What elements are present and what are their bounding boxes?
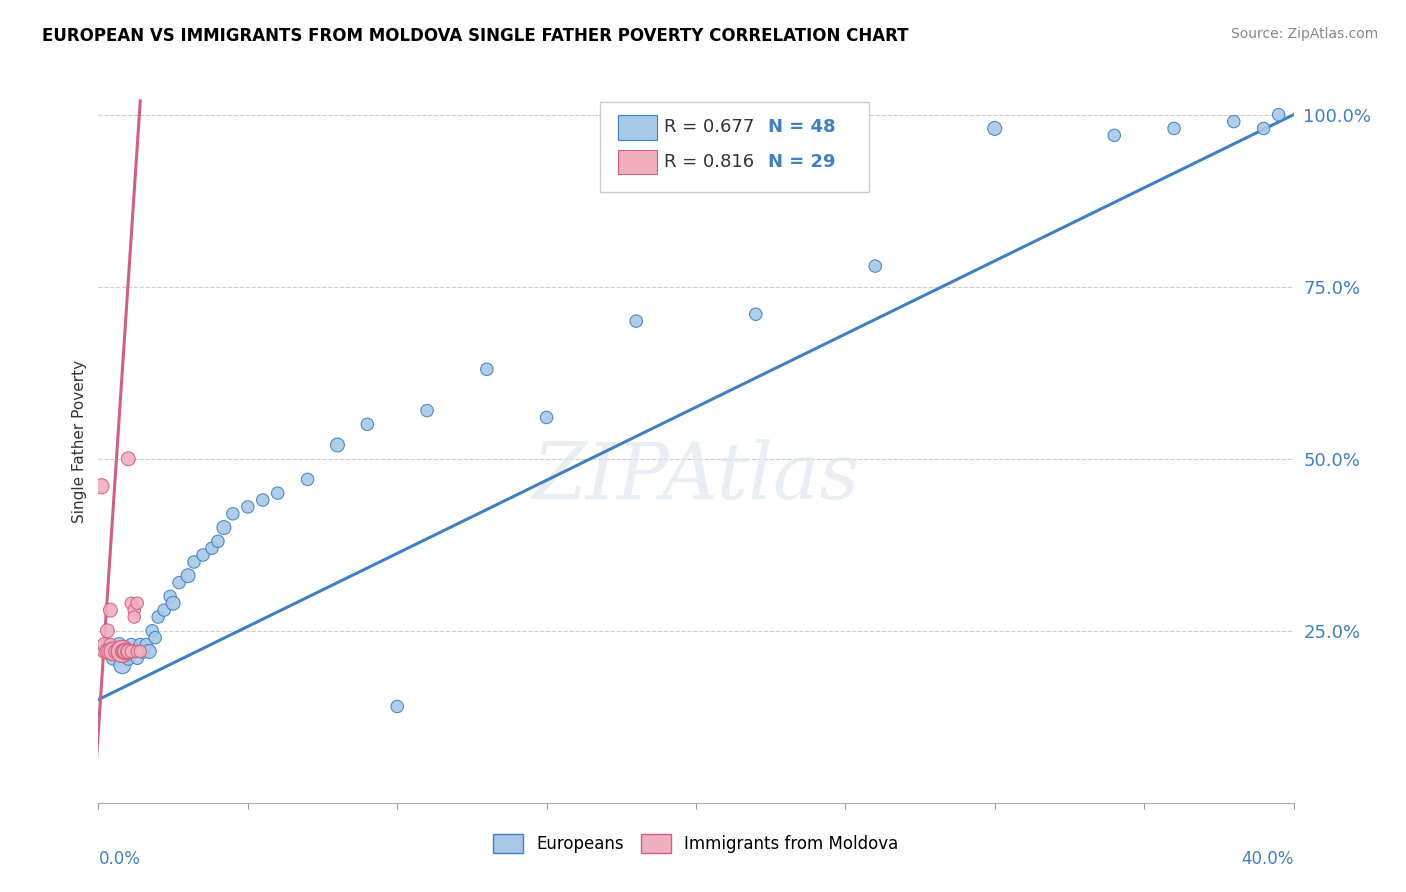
Point xyxy=(90,479,112,493)
Point xyxy=(191,548,214,562)
Point xyxy=(114,644,136,658)
Text: 40.0%: 40.0% xyxy=(1241,850,1294,868)
Point xyxy=(127,644,149,658)
Point xyxy=(212,520,235,534)
Point xyxy=(326,438,349,452)
Point xyxy=(236,500,259,514)
Point xyxy=(117,644,139,658)
Y-axis label: Single Father Poverty: Single Father Poverty xyxy=(72,360,87,523)
Text: EUROPEAN VS IMMIGRANTS FROM MOLDOVA SINGLE FATHER POVERTY CORRELATION CHART: EUROPEAN VS IMMIGRANTS FROM MOLDOVA SING… xyxy=(42,27,908,45)
Point xyxy=(267,486,290,500)
Point xyxy=(626,314,648,328)
Point xyxy=(96,638,118,652)
Point xyxy=(162,596,184,610)
Point xyxy=(1104,128,1126,143)
Point xyxy=(1267,108,1289,122)
Point xyxy=(111,644,134,658)
Text: ZIPAtlas: ZIPAtlas xyxy=(533,440,859,516)
Point xyxy=(98,644,122,658)
Point xyxy=(98,638,122,652)
Point xyxy=(98,603,122,617)
Point xyxy=(117,451,139,466)
Point xyxy=(385,699,409,714)
Point xyxy=(252,493,274,508)
Point xyxy=(745,307,768,321)
Text: R = 0.816: R = 0.816 xyxy=(664,153,754,171)
Point xyxy=(177,568,200,582)
Point xyxy=(536,410,558,425)
Point xyxy=(120,644,142,658)
Point xyxy=(183,555,205,569)
Point xyxy=(141,624,163,638)
Text: N = 29: N = 29 xyxy=(768,153,835,171)
Point xyxy=(124,610,146,624)
Point xyxy=(111,644,134,658)
Point xyxy=(103,644,125,658)
Point xyxy=(148,610,170,624)
Point xyxy=(105,644,128,658)
Point xyxy=(105,644,128,658)
Point xyxy=(356,417,378,432)
Point xyxy=(132,644,155,658)
Point xyxy=(135,638,157,652)
Point xyxy=(105,644,128,658)
Point xyxy=(159,590,181,604)
Point xyxy=(108,644,131,658)
Point xyxy=(124,644,146,658)
Point xyxy=(114,644,136,658)
Point xyxy=(1253,121,1275,136)
Point xyxy=(475,362,498,376)
Point xyxy=(127,651,149,665)
Text: 0.0%: 0.0% xyxy=(98,850,141,868)
Point xyxy=(96,644,118,658)
Point xyxy=(111,644,134,658)
Point xyxy=(96,624,118,638)
Point xyxy=(120,596,142,610)
FancyBboxPatch shape xyxy=(600,102,869,193)
Point xyxy=(103,651,125,665)
Point xyxy=(138,644,160,658)
Point xyxy=(108,644,131,658)
Point xyxy=(103,644,125,658)
Point xyxy=(1163,121,1185,136)
Text: Source: ZipAtlas.com: Source: ZipAtlas.com xyxy=(1230,27,1378,41)
Point xyxy=(222,507,245,521)
Point xyxy=(111,658,134,673)
Point xyxy=(207,534,229,549)
Point xyxy=(865,259,887,273)
Point xyxy=(143,631,166,645)
Point xyxy=(129,644,152,658)
Point xyxy=(297,472,319,486)
Point xyxy=(167,575,190,590)
Text: R = 0.677: R = 0.677 xyxy=(664,119,754,136)
Point xyxy=(93,644,115,658)
Point xyxy=(93,638,115,652)
FancyBboxPatch shape xyxy=(619,150,657,174)
Point xyxy=(98,644,122,658)
Point xyxy=(984,121,1007,136)
Point xyxy=(153,603,176,617)
Point xyxy=(124,603,146,617)
Point xyxy=(117,651,139,665)
FancyBboxPatch shape xyxy=(619,115,657,139)
Point xyxy=(108,638,131,652)
Point xyxy=(416,403,439,417)
Point xyxy=(129,638,152,652)
Point xyxy=(1223,114,1246,128)
Point xyxy=(117,644,139,658)
Point xyxy=(201,541,224,556)
Text: N = 48: N = 48 xyxy=(768,119,835,136)
Point xyxy=(120,638,142,652)
Legend: Europeans, Immigrants from Moldova: Europeans, Immigrants from Moldova xyxy=(486,827,905,860)
Point xyxy=(114,644,136,658)
Point xyxy=(127,596,149,610)
